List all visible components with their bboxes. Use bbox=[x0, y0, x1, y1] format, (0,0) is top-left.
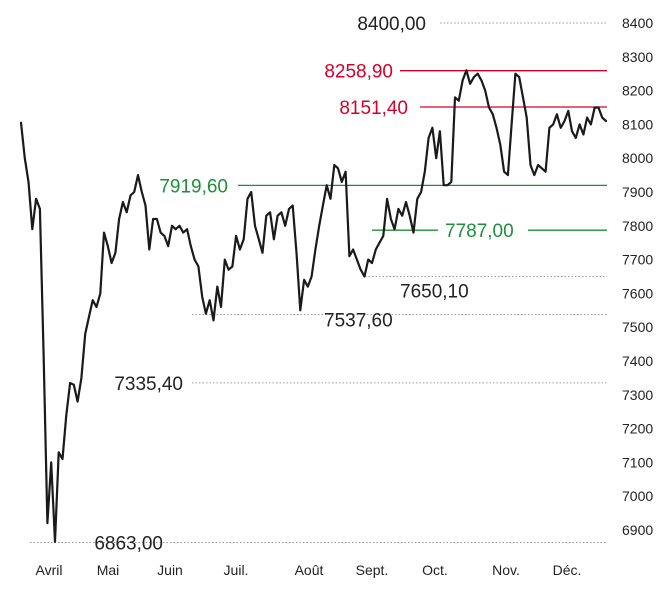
x-tick-label: Sept. bbox=[356, 562, 389, 578]
y-tick-label: 7000 bbox=[622, 488, 653, 504]
y-tick-label: 7200 bbox=[622, 421, 653, 437]
x-tick-label: Oct. bbox=[422, 562, 448, 578]
y-tick-label: 8400 bbox=[622, 15, 653, 31]
annotation-label: 8258,90 bbox=[324, 62, 393, 83]
x-tick-label: Juil. bbox=[224, 562, 249, 578]
y-tick-label: 7800 bbox=[622, 218, 653, 234]
x-tick-label: Juin bbox=[157, 562, 183, 578]
y-tick-label: 7700 bbox=[622, 252, 653, 268]
y-tick-label: 7500 bbox=[622, 319, 653, 335]
y-tick-label: 6900 bbox=[622, 522, 653, 538]
x-tick-label: Nov. bbox=[492, 562, 520, 578]
annotation-label: 6863,00 bbox=[94, 534, 163, 555]
x-tick-label: Avril bbox=[36, 562, 63, 578]
annotation-label: 7335,40 bbox=[114, 374, 183, 395]
x-tick-label: Déc. bbox=[553, 562, 582, 578]
annotation-label: 8151,40 bbox=[339, 98, 408, 119]
annotation-label: 7537,60 bbox=[324, 310, 393, 331]
y-tick-label: 7400 bbox=[622, 353, 653, 369]
y-tick-label: 7100 bbox=[622, 454, 653, 470]
y-tick-label: 8100 bbox=[622, 116, 653, 132]
annotation-label: 8400,00 bbox=[357, 14, 426, 35]
annotation-label: 7919,60 bbox=[159, 176, 228, 197]
y-tick-label: 8200 bbox=[622, 83, 653, 99]
y-tick-label: 8000 bbox=[622, 150, 653, 166]
y-tick-label: 7900 bbox=[622, 184, 653, 200]
y-tick-label: 7300 bbox=[622, 387, 653, 403]
annotation-label: 7787,00 bbox=[445, 221, 514, 242]
y-tick-label: 8300 bbox=[622, 49, 653, 65]
annotation-label: 7650,10 bbox=[400, 281, 469, 302]
x-tick-label: Mai bbox=[97, 562, 120, 578]
price-series-line bbox=[19, 69, 608, 543]
x-tick-label: Août bbox=[295, 562, 324, 578]
y-tick-label: 7600 bbox=[622, 285, 653, 301]
